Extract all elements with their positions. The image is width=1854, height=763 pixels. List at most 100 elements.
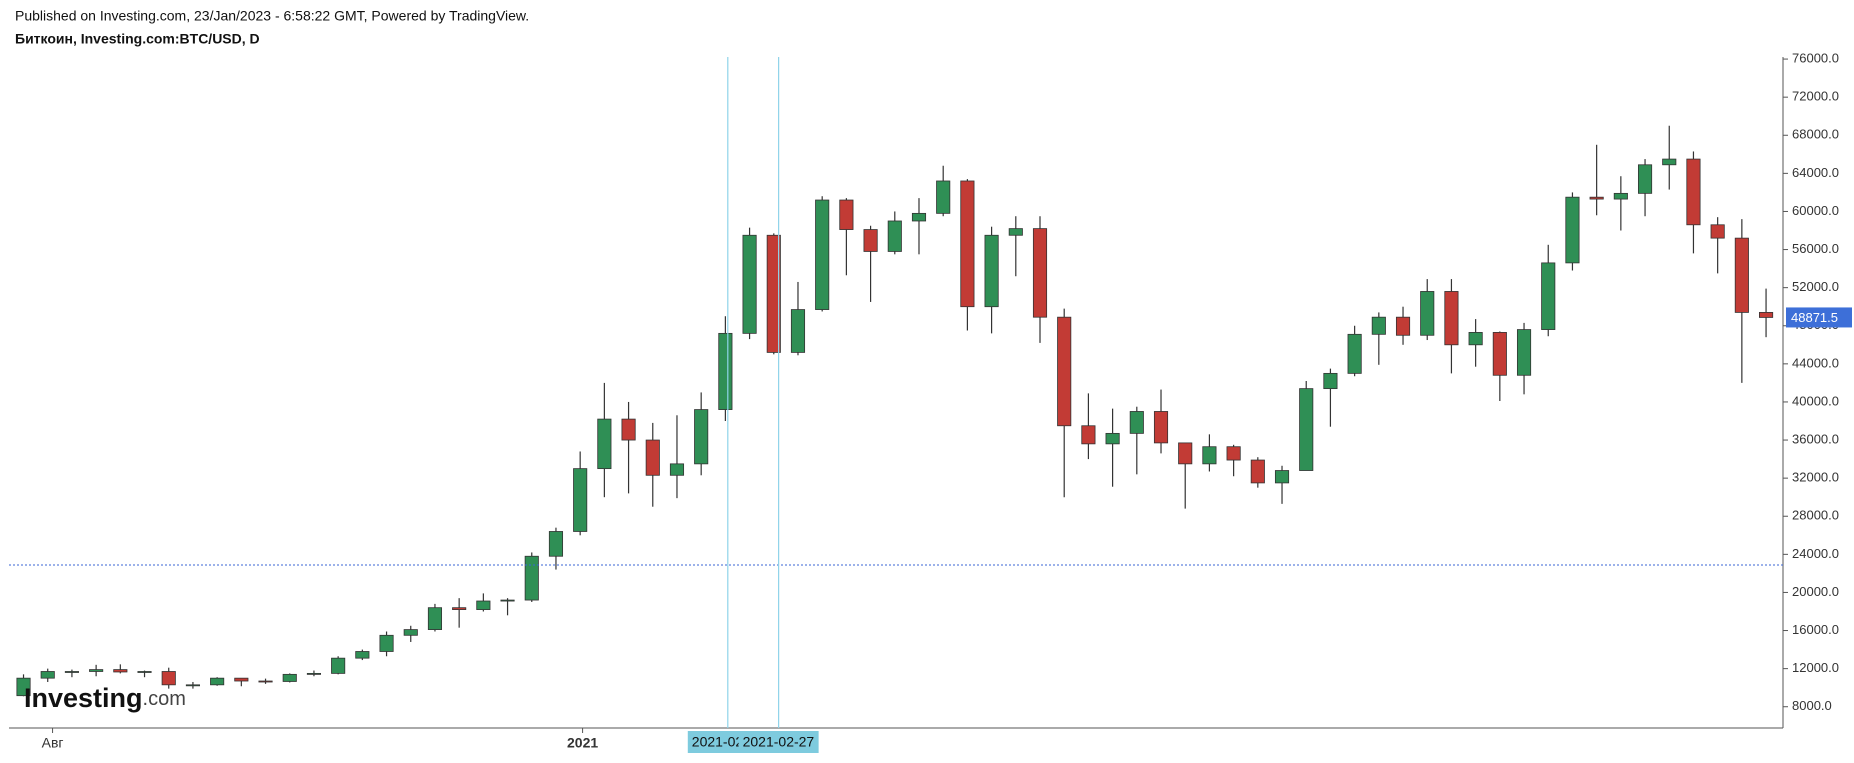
candle-body: [1105, 432, 1120, 445]
candle-body: [1347, 333, 1362, 374]
candle-body: [427, 607, 443, 630]
candle-body: [16, 677, 31, 697]
candle-body: [1613, 192, 1628, 200]
candle-body: [1444, 291, 1459, 346]
logo-suffix: .com: [143, 688, 186, 710]
candle-body: [1516, 329, 1532, 376]
candle-body: [597, 418, 612, 470]
y-tick-label: 32000.0: [1792, 470, 1839, 485]
candle-body: [1541, 262, 1556, 330]
candle-body: [621, 418, 636, 441]
candle-body: [718, 332, 733, 410]
candle-body: [185, 684, 200, 687]
candle-body: [1492, 332, 1507, 376]
candle-body: [1226, 446, 1241, 461]
y-tick-label: 24000.0: [1792, 546, 1839, 561]
candle-body: [306, 672, 321, 675]
y-tick-label: 28000.0: [1792, 508, 1839, 523]
candle-body: [911, 212, 927, 222]
y-tick-label: 64000.0: [1792, 165, 1839, 180]
candle-body: [573, 468, 588, 532]
candle-body: [1710, 224, 1725, 239]
candle-body: [355, 651, 370, 659]
candle-body: [282, 673, 297, 682]
candle-body: [645, 439, 660, 476]
candle-body: [815, 199, 830, 310]
header: Published on Investing.com, 23/Jan/2023 …: [15, 8, 529, 24]
x-tick-label: 2021: [567, 735, 598, 751]
candles: [16, 125, 1774, 697]
candle-body: [1734, 237, 1749, 313]
last-price-label: 48871.5: [1791, 310, 1838, 325]
candle-body: [1686, 158, 1701, 226]
y-tick-label: 56000.0: [1792, 241, 1839, 256]
candle-body: [548, 531, 564, 557]
y-tick-label: 40000.0: [1792, 393, 1839, 408]
candle-body: [669, 463, 685, 476]
candle-body: [1468, 332, 1483, 346]
y-tick-label: 20000.0: [1792, 584, 1839, 599]
candle-body: [1202, 446, 1217, 465]
candle-body: [1637, 164, 1653, 194]
last-price-box: [1786, 307, 1852, 328]
y-tick-label: 44000.0: [1792, 355, 1839, 370]
candle-body: [694, 409, 709, 465]
candle-body: [89, 669, 104, 672]
y-tick-label: 12000.0: [1792, 660, 1839, 675]
candle-body: [1178, 442, 1193, 465]
candle-body: [1662, 158, 1677, 166]
candle-body: [1129, 411, 1144, 434]
candle-body: [839, 199, 854, 230]
candle-body: [500, 599, 515, 602]
candle-body: [1395, 316, 1411, 336]
candle-body: [40, 671, 55, 679]
candle-body: [1565, 196, 1580, 264]
candle-body: [960, 180, 975, 308]
candle-body: [64, 671, 79, 673]
candle-body: [1299, 388, 1314, 471]
logo: Investing.com: [24, 683, 186, 713]
candle-body: [113, 669, 128, 673]
candle-body: [403, 629, 418, 636]
candle-body: [1250, 459, 1265, 484]
candle-body: [984, 234, 999, 308]
candle-body: [161, 671, 176, 686]
candle-body: [331, 657, 346, 674]
candle-body: [863, 229, 878, 252]
candle-body: [1057, 316, 1072, 427]
y-tick-label: 72000.0: [1792, 89, 1839, 104]
y-tick-label: 68000.0: [1792, 127, 1839, 142]
y-tick-label: 60000.0: [1792, 203, 1839, 218]
candle-body: [1371, 316, 1386, 335]
y-tick-label: 76000.0: [1792, 51, 1839, 66]
candle-body: [234, 677, 249, 682]
candle-body: [1153, 411, 1169, 444]
candle-body: [524, 555, 539, 601]
candle-body: [452, 607, 467, 610]
candle-body: [1274, 470, 1290, 484]
candle-body: [1323, 372, 1338, 390]
candle-body: [1759, 312, 1774, 318]
crosshair-date-label: 2021-02-27: [743, 734, 815, 750]
candle-body: [1589, 196, 1604, 200]
candle-body: [887, 220, 902, 252]
candle-body: [1081, 425, 1096, 445]
candle-body: [1420, 291, 1435, 336]
candle-body: [790, 309, 806, 353]
candle-body: [379, 634, 394, 652]
y-tick-label: 8000.0: [1792, 698, 1832, 713]
candle-body: [1032, 228, 1048, 318]
y-tick-label: 16000.0: [1792, 622, 1839, 637]
candle-body: [210, 677, 225, 686]
crosshair-date-label: 2021-02: [692, 734, 744, 750]
chart-title: Биткоин, Investing.com:BTC/USD, D: [15, 31, 260, 47]
candle-body: [258, 680, 273, 683]
crosshair-date-box: [738, 731, 819, 753]
x-tick-label: Авг: [42, 735, 64, 751]
candle-body: [936, 180, 951, 214]
y-tick-label: 52000.0: [1792, 279, 1839, 294]
candle-body: [476, 600, 491, 610]
logo-main: Investing: [24, 683, 143, 713]
